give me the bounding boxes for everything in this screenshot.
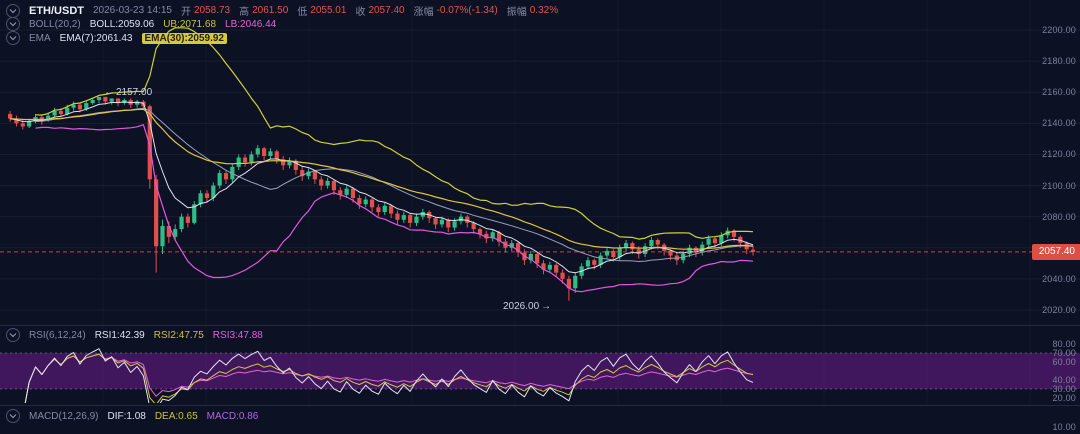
close-label: 收 xyxy=(355,7,366,18)
low-label: 低 xyxy=(297,7,308,18)
price-axis-label: 2120.00 xyxy=(1042,149,1076,160)
rsi1-value: RSI1:42.39 xyxy=(94,329,145,341)
low-annotation-value: 2026.00 xyxy=(503,301,540,312)
rsi-axis-label: 70.00 xyxy=(1052,348,1076,358)
arrow-right-icon: → xyxy=(541,301,552,312)
macd-title: MACD(12,26,9) xyxy=(29,410,99,422)
close-value: 2057.40 xyxy=(368,5,405,16)
low-value: 2055.01 xyxy=(310,5,347,16)
macd-dif-value: DIF:1.08 xyxy=(107,410,146,422)
boll-legend: BOLL(20,2) BOLL:2059.06 UB:2071.68 LB:20… xyxy=(6,17,276,31)
price-axis-label: 2200.00 xyxy=(1042,25,1076,35)
ema-title: EMA xyxy=(29,32,51,44)
collapse-chevron-icon[interactable] xyxy=(6,17,20,31)
price-axis-label: 2160.00 xyxy=(1042,87,1076,98)
price-axis-label: 2040.00 xyxy=(1042,273,1076,284)
macd-axis-label: 10.00 xyxy=(1052,422,1076,432)
change-value: -0.07%(-1.34) xyxy=(436,5,498,16)
rsi-axis-label: 20.00 xyxy=(1052,393,1076,403)
rsi-title: RSI(6,12,24) xyxy=(29,329,86,341)
rsi-axis-label: 40.00 xyxy=(1052,375,1076,385)
boll-title: BOLL(20,2) xyxy=(29,18,81,30)
low-price-annotation: 2026.00 → xyxy=(503,301,551,312)
ohlc-legend: ETH/USDT 2026-03-23 14:15 开 2058.73 高 2061… xyxy=(6,3,558,18)
rsi-axis-label: 30.00 xyxy=(1052,384,1076,394)
amplitude-label: 振幅 xyxy=(506,7,527,18)
boll-lb-value: LB:2046.44 xyxy=(225,18,277,30)
price-axis-label: 2020.00 xyxy=(1042,304,1076,315)
amplitude-value: 0.32% xyxy=(529,5,559,16)
rsi-axis-label: 60.00 xyxy=(1052,357,1076,367)
macd-legend: MACD(12,26,9) DIF:1.08 DEA:0.65 MACD:0.8… xyxy=(6,409,258,423)
open-value: 2058.73 xyxy=(193,5,231,16)
last-price-tag: 2057.40 xyxy=(1031,243,1080,260)
arrow-left-icon: ← xyxy=(104,87,114,98)
symbol-label: ETH/USDT xyxy=(29,4,84,17)
rsi3-value: RSI3:47.88 xyxy=(212,329,263,341)
price-axis-label: 2140.00 xyxy=(1042,118,1076,129)
datetime-label: 2026-03-23 14:15 xyxy=(93,5,172,16)
collapse-chevron-icon[interactable] xyxy=(6,31,20,45)
high-value: 2061.50 xyxy=(252,5,289,16)
boll-mid-value: BOLL:2059.06 xyxy=(89,18,155,30)
high-label: 高 xyxy=(239,7,250,18)
open-label: 开 xyxy=(180,7,191,18)
rsi-legend: RSI(6,12,24) RSI1:42.39 RSI2:47.75 RSI3:… xyxy=(6,328,263,342)
change-label: 涨幅 xyxy=(413,7,434,18)
rsi2-value: RSI2:47.75 xyxy=(153,329,204,341)
ema30-value-chip: EMA(30):2059.92 xyxy=(141,32,227,44)
high-price-annotation: ← 2157.00 xyxy=(104,87,152,98)
collapse-chevron-icon[interactable] xyxy=(6,328,20,342)
high-annotation-value: 2157.00 xyxy=(116,87,153,98)
macd-dea-value: DEA:0.65 xyxy=(154,410,198,422)
price-axis-label: 2180.00 xyxy=(1042,56,1076,67)
price-axis-label: 2100.00 xyxy=(1042,180,1076,191)
ema7-value: EMA(7):2061.43 xyxy=(59,32,133,44)
rsi-axis-label: 80.00 xyxy=(1052,339,1076,349)
boll-ub-value: UB:2071.68 xyxy=(163,18,217,30)
collapse-chevron-icon[interactable] xyxy=(6,409,20,423)
collapse-chevron-icon[interactable] xyxy=(6,3,20,18)
macd-hist-value: MACD:0.86 xyxy=(206,410,259,422)
price-axis-label: 2080.00 xyxy=(1042,211,1076,222)
ema-legend: EMA EMA(7):2061.43 EMA(30):2059.92 xyxy=(6,31,227,45)
